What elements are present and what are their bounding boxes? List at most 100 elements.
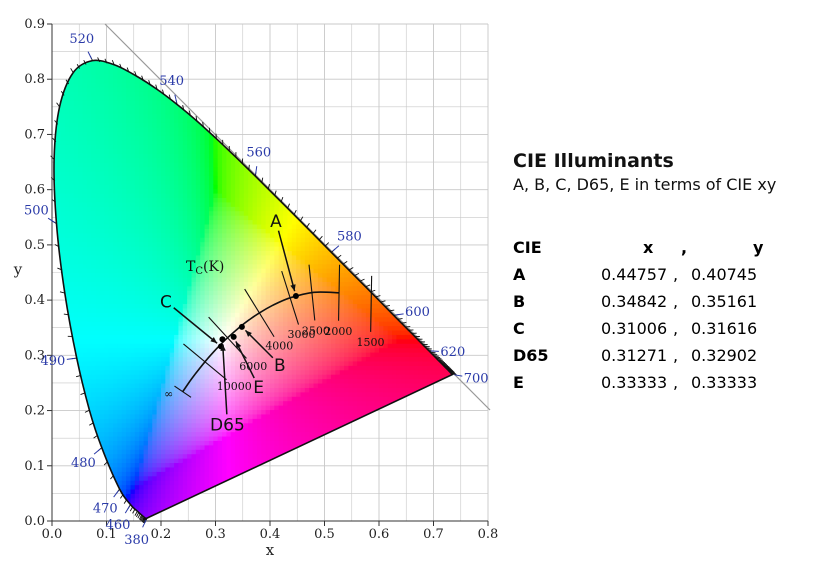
gamut-cell bbox=[147, 122, 153, 128]
gamut-cell bbox=[182, 387, 188, 393]
gamut-cell bbox=[200, 312, 206, 318]
gamut-cell bbox=[156, 396, 162, 402]
gamut-cell bbox=[161, 515, 166, 519]
gamut-cell bbox=[174, 245, 180, 252]
gamut-cell bbox=[86, 294, 92, 300]
gamut-cell bbox=[226, 409, 232, 415]
gamut-cell bbox=[126, 144, 132, 150]
gamut-cell bbox=[82, 347, 88, 353]
gamut-cell bbox=[99, 166, 105, 172]
gamut-cell bbox=[178, 241, 184, 247]
gamut-cell bbox=[195, 153, 201, 159]
gamut-cell bbox=[200, 466, 206, 472]
gamut-cell bbox=[69, 64, 75, 70]
gamut-cell bbox=[156, 104, 162, 110]
gamut-cell bbox=[147, 378, 153, 384]
gamut-cell bbox=[174, 480, 180, 486]
gamut-cell bbox=[65, 431, 71, 437]
gamut-cell bbox=[96, 52, 101, 57]
gamut-cell bbox=[82, 294, 88, 300]
gamut-cell bbox=[78, 387, 84, 393]
gamut-cell bbox=[195, 82, 201, 88]
gamut-cell bbox=[108, 369, 114, 375]
gamut-cell bbox=[230, 511, 236, 517]
gamut-cell bbox=[134, 506, 140, 512]
gamut-cell bbox=[217, 91, 223, 97]
gamut-cell bbox=[152, 329, 158, 335]
gamut-cell bbox=[169, 228, 175, 234]
gamut-cell bbox=[235, 237, 241, 243]
gamut-cell bbox=[73, 73, 79, 79]
gamut-cell bbox=[152, 506, 158, 512]
gamut-cell bbox=[235, 139, 241, 145]
gamut-cell bbox=[99, 369, 105, 375]
gamut-cell bbox=[65, 139, 71, 145]
gamut-cell bbox=[65, 144, 71, 150]
gamut-cell bbox=[208, 387, 214, 393]
gamut-cell bbox=[217, 435, 223, 441]
gamut-cell bbox=[152, 113, 158, 119]
gamut-cell bbox=[134, 139, 140, 145]
gamut-cell bbox=[208, 471, 214, 477]
gamut-cell bbox=[78, 343, 84, 349]
gamut-cell bbox=[243, 405, 249, 411]
gamut-cell bbox=[143, 453, 149, 459]
gamut-cell bbox=[235, 453, 241, 459]
gamut-cell bbox=[239, 245, 245, 252]
gamut-cell bbox=[248, 192, 254, 198]
gamut-cell bbox=[174, 259, 180, 265]
gamut-cell bbox=[169, 338, 175, 344]
gamut-cell bbox=[226, 321, 232, 327]
gamut-cell bbox=[226, 431, 232, 437]
gamut-cell bbox=[235, 73, 241, 79]
gamut-cell bbox=[60, 64, 66, 70]
gamut-cell bbox=[69, 175, 75, 181]
gamut-cell bbox=[99, 148, 105, 154]
gamut-cell bbox=[243, 126, 249, 132]
gamut-cell bbox=[213, 321, 219, 327]
gamut-cell bbox=[208, 175, 214, 181]
gamut-cell bbox=[99, 427, 105, 433]
gamut-cell bbox=[226, 250, 232, 256]
gamut-cell bbox=[152, 431, 158, 437]
gamut-cell bbox=[53, 396, 57, 402]
gamut-cell bbox=[91, 400, 97, 406]
gamut-cell bbox=[99, 126, 105, 132]
gamut-cell bbox=[126, 91, 132, 97]
gamut-cell bbox=[161, 462, 166, 468]
gamut-cell bbox=[126, 458, 132, 464]
gamut-cell bbox=[191, 515, 197, 519]
gamut-cell bbox=[187, 382, 193, 388]
gamut-cell bbox=[165, 382, 171, 388]
gamut-cell bbox=[174, 511, 180, 517]
gamut-cell bbox=[143, 69, 149, 75]
gamut-cell bbox=[69, 307, 75, 313]
gamut-cell bbox=[134, 228, 140, 234]
gamut-cell bbox=[134, 440, 140, 446]
gamut-cell bbox=[91, 175, 97, 181]
gamut-cell bbox=[78, 276, 84, 282]
gamut-cell bbox=[117, 228, 123, 234]
gamut-cell bbox=[187, 237, 193, 243]
gamut-cell bbox=[248, 223, 254, 229]
gamut-cell bbox=[91, 329, 97, 335]
gamut-cell bbox=[78, 356, 84, 362]
gamut-cell bbox=[113, 60, 118, 62]
gamut-cell bbox=[65, 157, 71, 163]
gamut-cell bbox=[248, 347, 254, 353]
gamut-cell bbox=[117, 334, 123, 340]
gamut-cell bbox=[108, 223, 114, 229]
gamut-cell bbox=[213, 360, 219, 366]
gamut-cell bbox=[121, 78, 127, 84]
gamut-cell bbox=[200, 307, 206, 313]
gamut-cell bbox=[95, 100, 101, 106]
gamut-cell bbox=[99, 387, 105, 393]
gamut-cell bbox=[182, 471, 188, 477]
gamut-cell bbox=[152, 511, 158, 517]
gamut-cell bbox=[161, 162, 166, 168]
gamut-cell bbox=[156, 184, 162, 190]
gamut-cell bbox=[143, 91, 149, 97]
gamut-cell bbox=[117, 356, 123, 362]
gamut-cell bbox=[60, 462, 66, 468]
gamut-cell bbox=[86, 471, 92, 477]
